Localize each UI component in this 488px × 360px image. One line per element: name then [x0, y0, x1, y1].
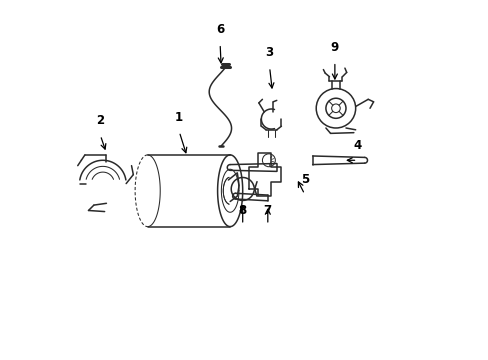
Text: 8: 8	[238, 204, 246, 217]
Text: 2: 2	[96, 114, 104, 127]
Text: 3: 3	[265, 46, 273, 59]
Text: 9: 9	[330, 41, 338, 54]
Text: 6: 6	[216, 23, 224, 36]
Text: 1: 1	[175, 111, 183, 124]
Text: 7: 7	[263, 204, 271, 217]
Text: 4: 4	[353, 139, 361, 152]
Text: 5: 5	[300, 174, 308, 186]
